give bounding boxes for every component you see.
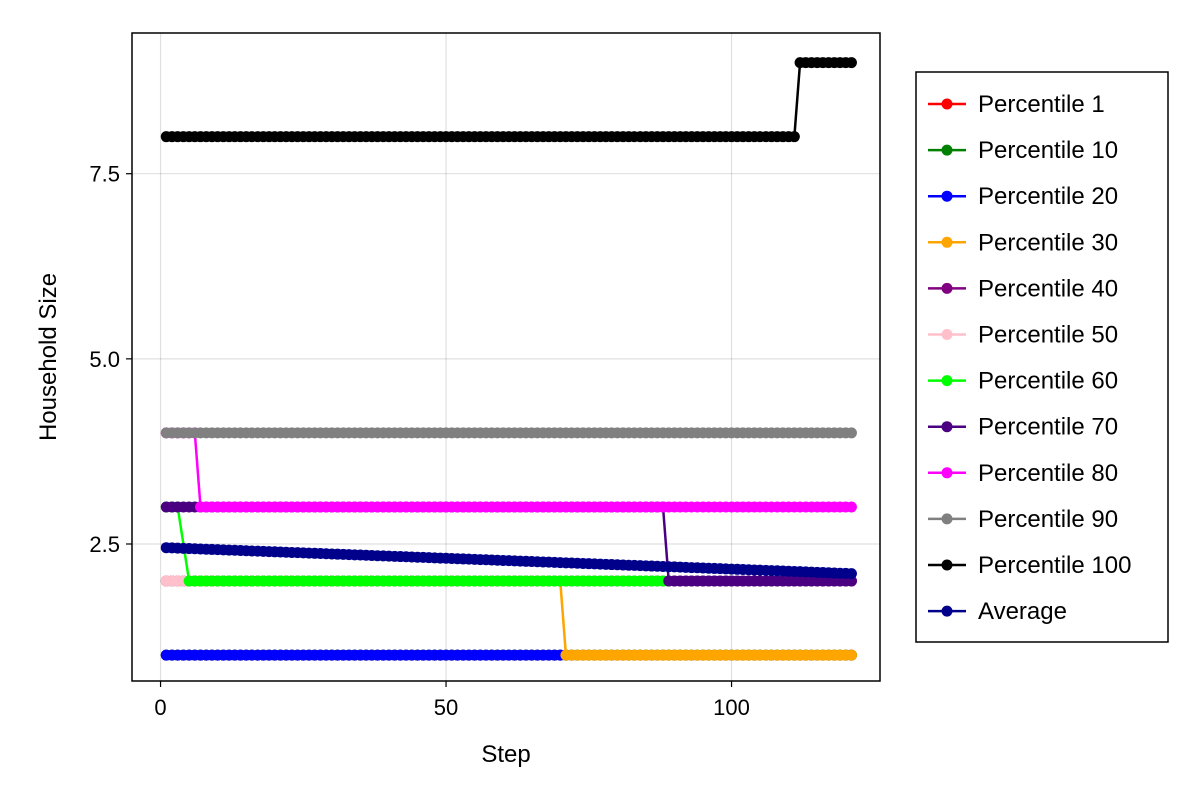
legend-entry-percentile-70: Percentile 70: [928, 414, 1118, 441]
legend-entries: Percentile 1 Percentile 10 Percentile 20 Pe…: [928, 91, 1131, 625]
series-average: [160, 542, 857, 580]
legend-marker: [941, 605, 953, 617]
legend-label: Percentile 80: [978, 460, 1118, 487]
data-point: [845, 57, 857, 69]
series-percentile-80: [160, 427, 857, 513]
legend-entry-percentile-100: Percentile 100: [928, 552, 1131, 579]
legend-marker: [941, 375, 953, 387]
data-point: [845, 427, 857, 439]
legend-marker: [941, 421, 953, 433]
legend-label: Percentile 90: [978, 506, 1118, 533]
series-percentile-100: [160, 57, 857, 143]
legend-entry-percentile-1: Percentile 1: [928, 91, 1105, 118]
legend-box: [915, 71, 1169, 643]
legend-marker: [941, 190, 953, 202]
y-tick-label: 5.0: [89, 347, 120, 372]
legend-label: Percentile 1: [978, 91, 1105, 118]
series-percentile-90: [160, 427, 857, 439]
legend-label: Percentile 20: [978, 183, 1118, 210]
legend-entry-percentile-10: Percentile 10: [928, 137, 1118, 164]
legend-marker: [941, 98, 953, 110]
legend-entry-percentile-40: Percentile 40: [928, 275, 1118, 302]
series-line-percentile-100: [166, 61, 852, 138]
plot-frame: [131, 32, 881, 682]
legend-entry-percentile-20: Percentile 20: [928, 183, 1118, 210]
series-percentile-30: [160, 575, 857, 661]
legend-entry-average: Average: [928, 598, 1067, 625]
legend-marker: [941, 329, 953, 340]
legend-entry-percentile-80: Percentile 80: [928, 460, 1118, 487]
series-percentile-60: [160, 501, 675, 587]
legend-marker: [941, 282, 953, 294]
legend-label: Average: [978, 598, 1067, 625]
x-axis-title: Step: [481, 741, 530, 768]
legend-entry-percentile-60: Percentile 60: [928, 368, 1118, 395]
axis-layer: 0 50 100 2.5 5.0 7.5: [89, 162, 749, 720]
legend-label: Percentile 70: [978, 414, 1118, 441]
series-line-percentile-30: [166, 579, 852, 657]
legend-marker: [941, 467, 953, 479]
x-tick-label: 0: [154, 695, 166, 720]
data-point: [788, 131, 800, 143]
legend-marker: [941, 236, 953, 248]
legend-marker: [941, 144, 953, 156]
x-tick-label: 100: [713, 695, 750, 720]
legend-label: Percentile 30: [978, 229, 1118, 256]
legend: Percentile 1 Percentile 10 Percentile 20 Pe…: [915, 71, 1169, 643]
legend-label: Percentile 60: [978, 368, 1118, 395]
data-point: [845, 501, 857, 513]
legend-label: Percentile 10: [978, 137, 1118, 164]
legend-entry-percentile-50: Percentile 50: [928, 322, 1118, 349]
y-tick-label: 7.5: [89, 162, 120, 187]
legend-entry-percentile-90: Percentile 90: [928, 506, 1118, 533]
legend-label: Percentile 50: [978, 322, 1118, 349]
legend-entry-percentile-30: Percentile 30: [928, 229, 1118, 256]
data-point: [845, 649, 857, 661]
series-percentile-20: [160, 649, 572, 661]
legend-marker: [941, 559, 953, 571]
x-tick-label: 50: [434, 695, 458, 720]
legend-label: Percentile 40: [978, 275, 1118, 302]
y-tick-label: 2.5: [89, 532, 120, 557]
y-axis-title: Household Size: [35, 273, 62, 441]
legend-label: Percentile 100: [978, 552, 1131, 579]
data-point: [845, 568, 857, 580]
series-line-percentile-80: [166, 431, 852, 509]
legend-marker: [941, 513, 953, 525]
series-layer: [160, 57, 857, 661]
